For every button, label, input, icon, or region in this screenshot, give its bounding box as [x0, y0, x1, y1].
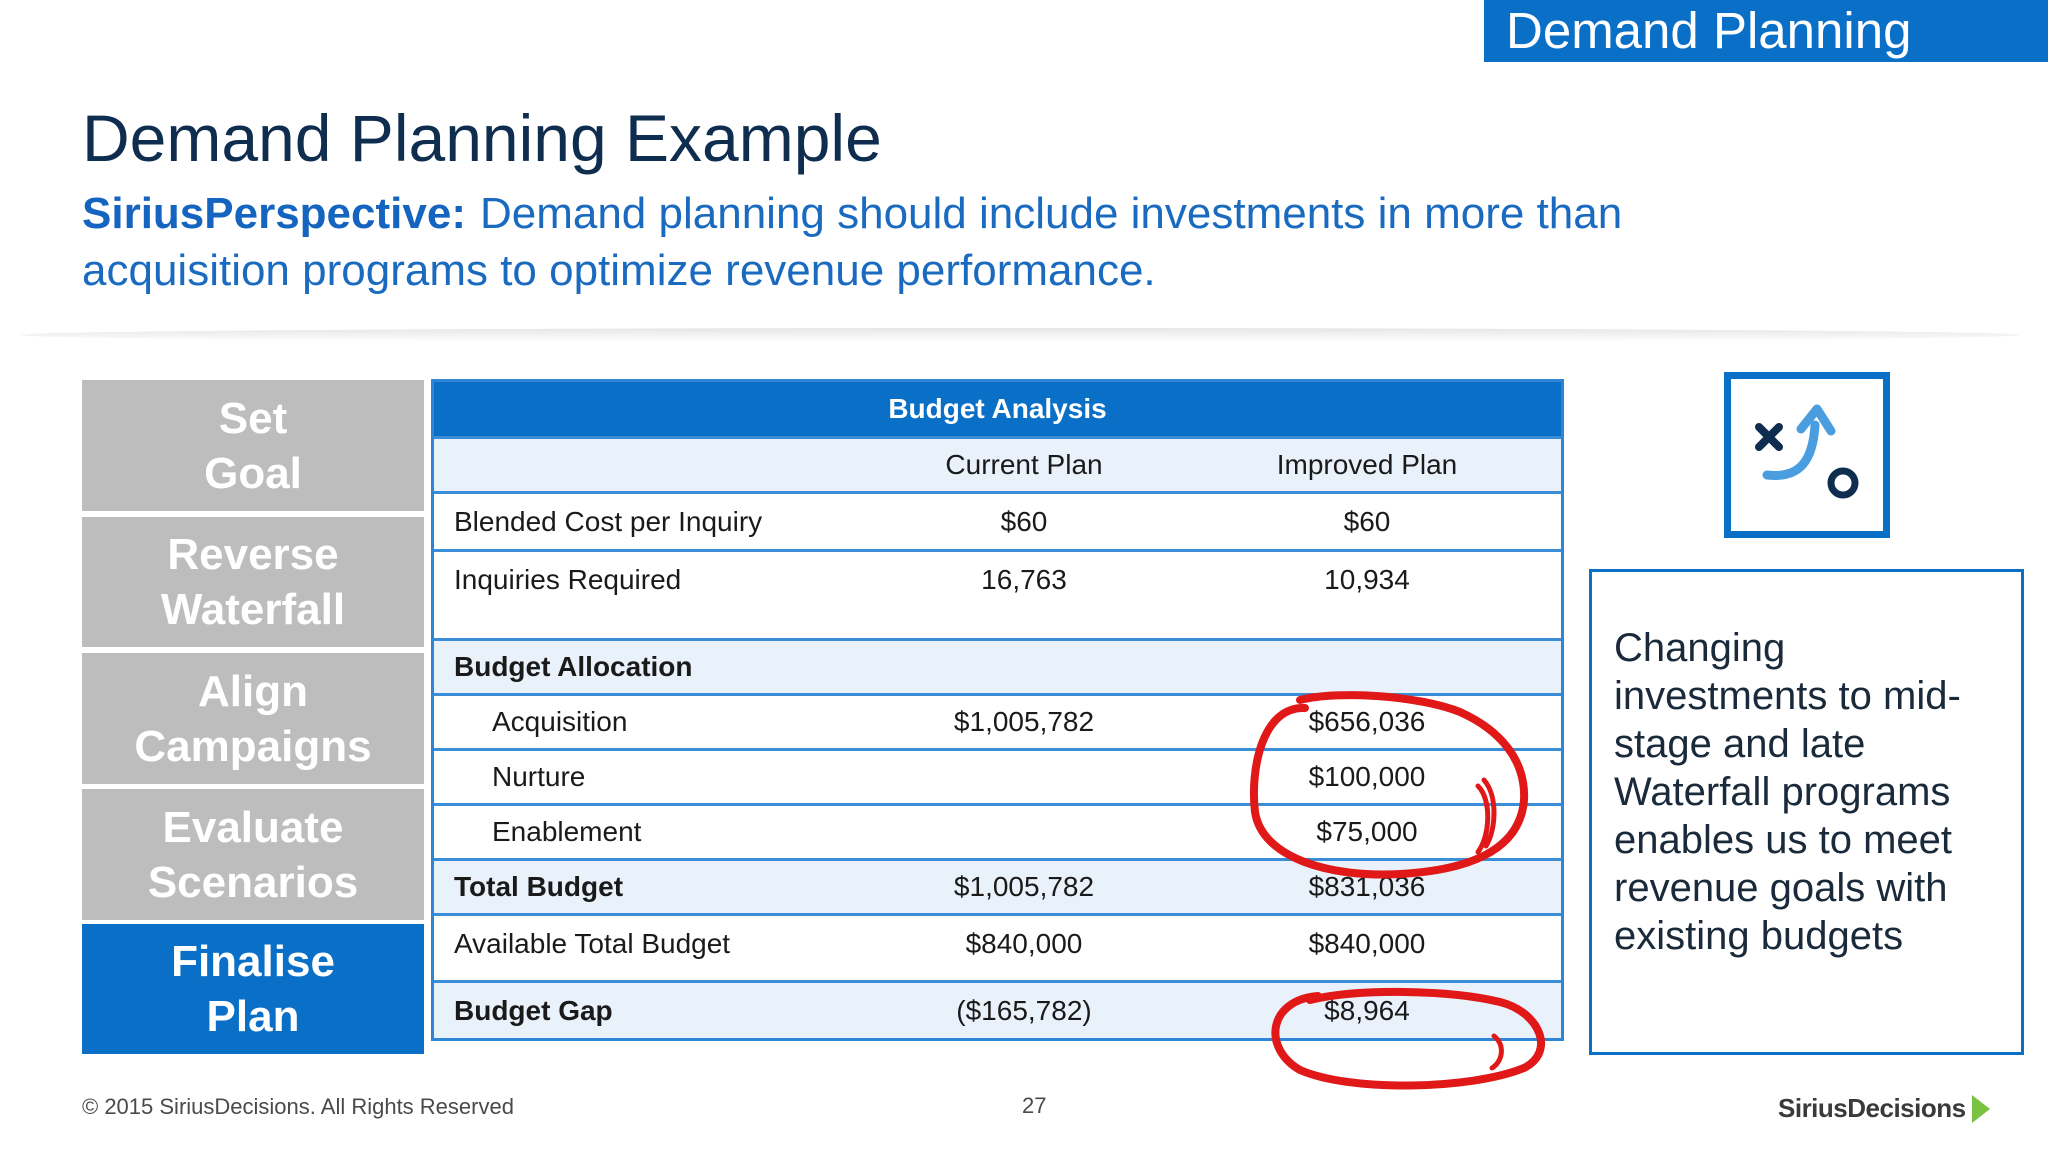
- table-row-budget-gap: Budget Gap ($165,782) $8,964: [434, 983, 1561, 1038]
- row-improved-value: $8,964: [1324, 994, 1410, 1026]
- row-label: Budget Allocation: [454, 651, 693, 682]
- row-improved-value: 10,934: [1324, 564, 1410, 595]
- brand-logo-text: SiriusDecisions: [1778, 1093, 1966, 1123]
- row-label: Total Budget: [454, 871, 624, 902]
- step-reverse-waterfall: Reverse Waterfall: [82, 517, 424, 647]
- table-row-available-budget: Available Total Budget $840,000 $840,000: [434, 916, 1561, 983]
- row-improved-value: $656,036: [1308, 706, 1426, 737]
- table-row-budget-allocation: Budget Allocation: [434, 641, 1561, 696]
- column-header-improved: Improved Plan: [1276, 449, 1458, 480]
- row-label: Blended Cost per Inquiry: [454, 505, 763, 537]
- strategy-play-icon-graphic: [1755, 404, 1859, 499]
- step-finalise-plan: Finalise Plan: [82, 924, 424, 1054]
- brand-arrow-icon: [1971, 1094, 1990, 1123]
- step-align-campaigns: Align Campaigns: [82, 653, 424, 784]
- strategy-play-icon: [1724, 372, 1890, 538]
- row-improved-value: $831,036: [1308, 871, 1426, 902]
- callout-box: Changing investments to mid-stage and la…: [1589, 569, 2024, 1055]
- row-current-value: $60: [1000, 505, 1048, 537]
- section-tag: Demand Planning: [1484, 0, 2048, 62]
- row-label: Inquiries Required: [454, 564, 682, 595]
- row-improved-value: $840,000: [1308, 928, 1426, 959]
- perspective-label: SiriusPerspective:: [82, 189, 466, 238]
- row-label: Acquisition: [492, 706, 628, 737]
- row-label: Nurture: [492, 761, 586, 792]
- table-title-row: Budget Analysis: [434, 382, 1561, 439]
- table-header-row: Current Plan Improved Plan: [434, 439, 1561, 494]
- table-title: Budget Analysis: [888, 393, 1107, 424]
- row-current-value: 16,763: [981, 564, 1067, 595]
- table-row-blended-cost: Blended Cost per Inquiry $60 $60: [434, 494, 1561, 552]
- budget-analysis-table: Budget Analysis Current Plan Improved Pl…: [431, 379, 1564, 1041]
- table-row-inquiries-required: Inquiries Required 16,763 10,934: [434, 552, 1561, 641]
- callout-text: Changing investments to mid-stage and la…: [1614, 626, 1961, 958]
- copyright-notice: © 2015 SiriusDecisions. All Rights Reser…: [82, 1094, 514, 1119]
- step-set-goal: Set Goal: [82, 380, 424, 511]
- row-improved-value: $75,000: [1316, 816, 1418, 847]
- page-number: 27: [1022, 1093, 1047, 1118]
- row-current-value: $1,005,782: [953, 706, 1095, 737]
- row-current-value: $1,005,782: [953, 871, 1095, 902]
- row-current-value: $840,000: [965, 928, 1083, 959]
- header-divider: [20, 328, 2020, 342]
- perspective-text: Demand planning should include investmen…: [82, 189, 1623, 295]
- table-row-enablement: Enablement $75,000: [434, 806, 1561, 861]
- perspective-statement: SiriusPerspective: Demand planning should…: [82, 185, 1802, 299]
- row-improved-value: $60: [1343, 505, 1391, 537]
- row-improved-value: $100,000: [1308, 761, 1426, 792]
- row-current-value: ($165,782): [956, 994, 1092, 1026]
- row-label: Enablement: [492, 816, 642, 847]
- table-row-nurture: Nurture $100,000: [434, 751, 1561, 806]
- table-row-acquisition: Acquisition $1,005,782 $656,036: [434, 696, 1561, 751]
- brand-logo: SiriusDecisions: [1778, 1093, 1990, 1124]
- column-header-current: Current Plan: [945, 449, 1103, 480]
- row-label: Available Total Budget: [454, 928, 731, 959]
- row-label: Budget Gap: [454, 994, 613, 1026]
- step-evaluate-scenarios: Evaluate Scenarios: [82, 789, 424, 920]
- table-row-total-budget: Total Budget $1,005,782 $831,036: [434, 861, 1561, 916]
- page-title: Demand Planning Example: [82, 101, 882, 175]
